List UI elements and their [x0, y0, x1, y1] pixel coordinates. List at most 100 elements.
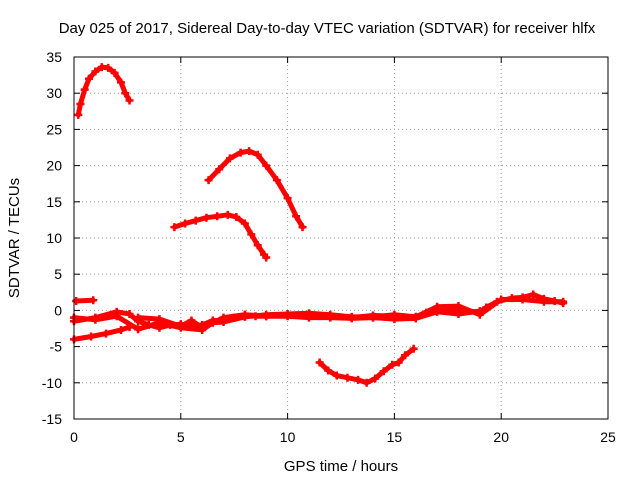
- data-point: [379, 367, 388, 376]
- data-point: [401, 351, 410, 360]
- data-point: [191, 216, 200, 225]
- data-point: [388, 360, 397, 369]
- data-point: [219, 313, 228, 322]
- y-axis-label: SDTVAR / TECUs: [6, 178, 23, 298]
- data-point: [134, 325, 143, 334]
- data-point: [475, 307, 484, 316]
- y-tick-label: 10: [46, 230, 62, 246]
- y-tick-label: 35: [46, 49, 62, 65]
- y-tick-label: 25: [46, 121, 62, 137]
- data-point: [559, 297, 568, 306]
- data-point: [262, 312, 271, 321]
- data-point: [232, 213, 241, 222]
- data-point: [245, 147, 254, 156]
- data-point: [125, 310, 134, 319]
- plot-frame: [73, 56, 609, 420]
- y-tick-label: 5: [54, 266, 62, 282]
- data-point: [170, 223, 179, 232]
- data-point: [247, 230, 256, 239]
- data-point: [454, 310, 463, 319]
- data-point: [74, 110, 83, 119]
- data-point: [272, 176, 281, 185]
- data-point: [539, 297, 548, 306]
- data-point: [213, 212, 222, 221]
- data-point: [236, 148, 245, 157]
- data-series: [70, 63, 568, 387]
- series-arc-early-high: [75, 64, 132, 118]
- x-axis-label: GPS time / hours: [284, 458, 398, 475]
- x-tick-label: 10: [280, 429, 296, 445]
- data-point: [394, 358, 403, 367]
- data-point: [518, 295, 527, 304]
- data-point: [176, 322, 185, 331]
- data-point: [198, 323, 207, 332]
- data-point: [411, 314, 420, 323]
- chart-title: Day 025 of 2017, Sidereal Day-to-day VTE…: [59, 20, 596, 37]
- data-point: [354, 375, 363, 384]
- data-point: [283, 194, 292, 203]
- data-point: [324, 366, 333, 375]
- axis-ticks: 0 5 10 15 20 25 -15 -10 -5 0 5 10 15 20 25 30 35: [42, 49, 616, 445]
- data-point: [121, 89, 130, 98]
- data-point: [76, 100, 85, 109]
- data-point: [223, 210, 232, 219]
- data-point: [240, 219, 249, 228]
- data-point: [497, 295, 506, 304]
- data-point: [125, 96, 134, 105]
- grid-lines: [74, 57, 608, 419]
- data-point: [371, 374, 380, 383]
- y-tick-label: -5: [50, 339, 63, 355]
- y-tick-label: -10: [42, 375, 62, 391]
- data-point: [369, 313, 378, 322]
- data-point: [102, 329, 111, 338]
- data-point: [155, 315, 164, 324]
- y-tick-label: 0: [54, 302, 62, 318]
- data-point: [390, 315, 399, 324]
- x-tick-label: 15: [387, 429, 403, 445]
- data-point: [283, 312, 292, 321]
- data-point: [347, 314, 356, 323]
- data-point: [215, 165, 224, 174]
- data-point: [292, 212, 301, 221]
- data-point: [362, 378, 371, 387]
- data-point: [315, 358, 324, 367]
- data-point: [332, 371, 341, 380]
- data-point: [110, 68, 119, 77]
- data-point: [326, 313, 335, 322]
- data-point: [253, 241, 262, 250]
- data-point: [134, 313, 143, 322]
- data-point: [72, 296, 81, 305]
- x-tick-label: 20: [493, 429, 509, 445]
- data-point: [304, 313, 313, 322]
- data-point: [202, 213, 211, 222]
- data-point: [262, 253, 271, 262]
- data-point: [225, 154, 234, 163]
- data-point: [116, 78, 125, 87]
- data-point: [529, 290, 538, 299]
- data-point: [84, 74, 93, 83]
- data-point: [204, 176, 213, 185]
- data-point: [253, 150, 262, 159]
- data-point: [343, 373, 352, 382]
- series-track-main-a: [71, 292, 566, 331]
- data-point: [89, 296, 98, 305]
- data-point: [116, 325, 125, 334]
- y-tick-label: 30: [46, 85, 62, 101]
- x-tick-label: 25: [600, 429, 616, 445]
- data-point: [91, 315, 100, 324]
- data-point: [181, 219, 190, 228]
- x-tick-label: 0: [70, 429, 78, 445]
- x-tick-label: 5: [177, 429, 185, 445]
- data-point: [433, 307, 442, 316]
- data-point: [104, 63, 113, 72]
- data-point: [80, 85, 89, 94]
- y-tick-label: 15: [46, 194, 62, 210]
- y-tick-label: 20: [46, 158, 62, 174]
- data-point: [454, 302, 463, 311]
- data-point: [187, 316, 196, 325]
- y-tick-label: -15: [42, 411, 62, 427]
- data-point: [262, 161, 271, 170]
- data-point: [409, 344, 418, 353]
- data-point: [91, 67, 100, 76]
